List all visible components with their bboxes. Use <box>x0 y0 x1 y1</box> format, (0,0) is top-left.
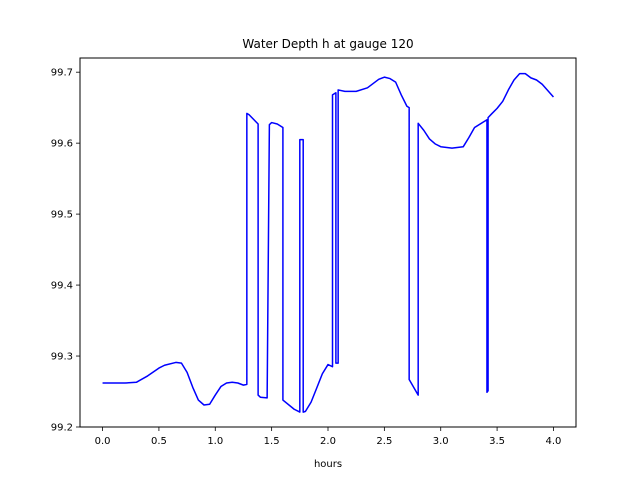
y-tick-label: 99.4 <box>51 281 73 292</box>
y-axis-ticks: 99.2 99.3 99.4 99.5 99.6 99.7 <box>51 68 80 434</box>
y-tick-label: 99.7 <box>51 68 73 79</box>
chart-title: Water Depth h at gauge 120 <box>242 37 413 51</box>
x-tick-label: 0.5 <box>151 436 167 447</box>
x-tick-label: 3.0 <box>433 436 449 447</box>
y-tick-label: 99.6 <box>51 139 73 150</box>
series-line-0 <box>102 72 555 413</box>
y-tick-label: 99.2 <box>51 423 73 434</box>
x-tick-label: 4.0 <box>546 436 562 447</box>
x-axis-label: hours <box>314 459 342 470</box>
x-tick-label: 2.5 <box>376 436 392 447</box>
y-tick-label: 99.3 <box>51 352 73 363</box>
x-tick-label: 2.0 <box>320 436 336 447</box>
series-layer <box>102 72 555 413</box>
x-tick-label: 3.5 <box>489 436 505 447</box>
plot-frame <box>79 57 577 428</box>
x-axis-ticks: 0.0 0.5 1.0 1.5 2.0 2.5 3.0 3.5 4.0 <box>95 427 562 447</box>
x-tick-label: 1.5 <box>264 436 280 447</box>
x-tick-label: 0.0 <box>95 436 111 447</box>
y-tick-label: 99.5 <box>51 210 73 221</box>
x-tick-label: 1.0 <box>207 436 223 447</box>
